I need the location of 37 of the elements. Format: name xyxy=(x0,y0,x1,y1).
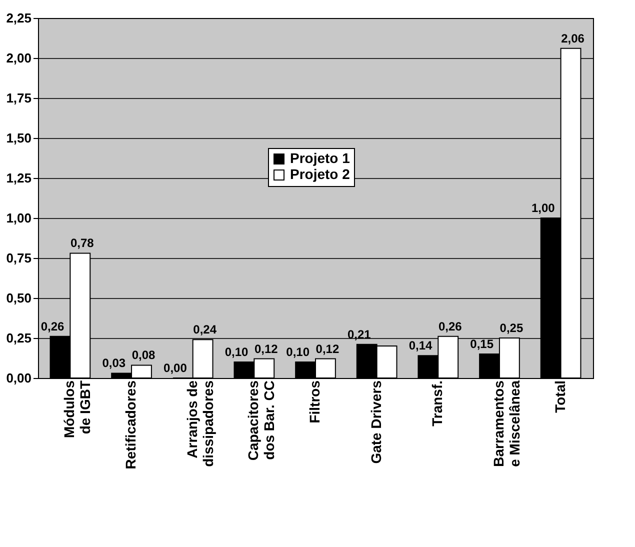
y-tick-label: 2,00 xyxy=(6,50,32,66)
x-tick-label: Arranjos de dissipadores xyxy=(184,380,216,467)
legend-label: Projeto 2 xyxy=(290,166,350,182)
legend-label: Projeto 1 xyxy=(290,150,350,166)
y-tick-label: 1,25 xyxy=(6,170,32,186)
data-label: 0,26 xyxy=(40,319,65,334)
data-label: 0,21 xyxy=(348,327,372,342)
y-tick-label: 0,25 xyxy=(6,330,32,346)
y-tick-label: 0,50 xyxy=(6,290,32,306)
data-label: 0,12 xyxy=(254,342,278,356)
data-label: 0,78 xyxy=(70,236,94,250)
data-label: 0,03 xyxy=(102,356,126,370)
x-tick-label: Barramentos e Miscelânea xyxy=(490,380,522,467)
data-label: 1,00 xyxy=(531,201,556,215)
y-tick-label: 1,50 xyxy=(6,130,32,146)
x-tick-label: Módulos de IGBT xyxy=(61,380,94,438)
data-label: 0,10 xyxy=(224,345,249,359)
data-label: 0,26 xyxy=(438,319,462,334)
y-tick-label: 1,75 xyxy=(6,90,32,106)
data-label: 2,06 xyxy=(561,31,585,46)
data-label: 0,00 xyxy=(164,361,188,375)
x-tick-label: Total xyxy=(552,380,568,413)
y-tick-label: 1,00 xyxy=(6,210,32,226)
y-tick-label: 2,25 xyxy=(6,10,32,26)
data-label: 0,15 xyxy=(470,337,494,351)
y-tick-label: 0,00 xyxy=(6,370,32,386)
y-tick-label: 0,75 xyxy=(6,250,32,266)
data-label: 0,08 xyxy=(132,348,156,362)
x-tick-label: Filtros xyxy=(306,380,322,424)
x-tick-label: Gate Drivers xyxy=(368,380,384,464)
x-tick-label: Retificadores xyxy=(122,380,139,470)
x-tick-label: Transf. xyxy=(429,380,446,426)
data-label: 0,12 xyxy=(316,342,340,356)
data-label: 0,24 xyxy=(193,322,217,337)
data-label: 0,14 xyxy=(408,338,433,353)
data-label: 0,25 xyxy=(500,321,524,335)
data-label: 0,10 xyxy=(286,345,310,359)
